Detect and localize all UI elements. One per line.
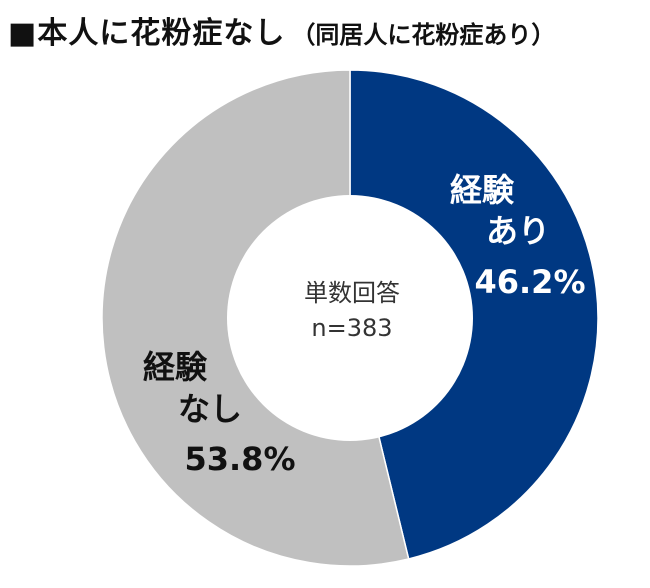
slice-label-yes-value: 46.2% (474, 263, 585, 301)
donut-slice-yes (349, 69, 599, 560)
slice-label-no-line2: なし (178, 390, 242, 428)
chart-title-sub: （同居人に花粉症あり） (291, 21, 556, 49)
slice-label-yes-line2: あり (486, 212, 550, 250)
center-label-response-type: 単数回答 (304, 279, 400, 307)
donut-hole (227, 195, 473, 441)
slice-label-no-line1: 経験 (143, 348, 208, 386)
chart-title-main: ■本人に花粉症なし (8, 16, 286, 51)
chart-title: ■本人に花粉症なし （同居人に花粉症あり） (8, 8, 555, 52)
slice-label-no: 経験 なし 53.8% (143, 348, 296, 478)
center-label-sample-size: n=383 (311, 314, 392, 342)
slice-label-no-value: 53.8% (184, 440, 295, 478)
slice-label-yes: 経験 あり 46.2% (450, 171, 586, 301)
slice-label-yes-line1: 経験 (450, 171, 515, 209)
